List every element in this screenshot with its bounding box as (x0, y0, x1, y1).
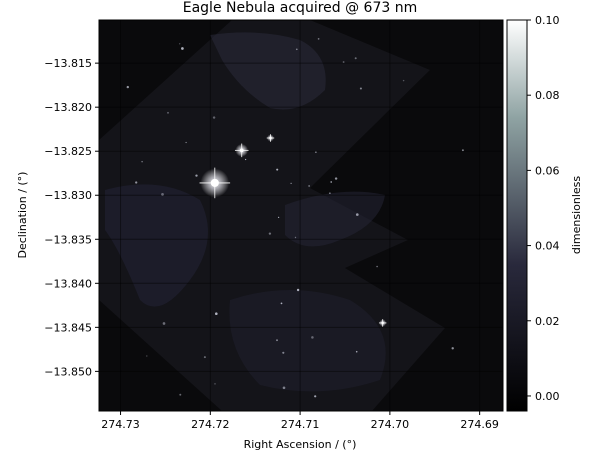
faint-star (315, 151, 317, 153)
bright-star (266, 134, 275, 142)
colorbar-tick-label: 0.04 (535, 240, 560, 253)
y-axis-label: Declination / (°) (16, 172, 29, 259)
faint-star (195, 174, 198, 177)
y-tick-label: −13.835 (44, 233, 92, 246)
colorbar-tick-label: 0.08 (535, 89, 560, 102)
faint-star (179, 43, 181, 45)
faint-star (268, 232, 272, 235)
faint-star (329, 192, 331, 194)
faint-star (342, 61, 345, 63)
image-panel (99, 20, 503, 411)
faint-star (355, 350, 358, 353)
faint-star (280, 302, 283, 305)
grid (99, 20, 503, 411)
nebula-pillar-right (285, 191, 385, 247)
x-tick-label: 274.71 (281, 418, 320, 431)
faint-star (277, 216, 280, 219)
faint-star (376, 265, 378, 268)
faint-star (282, 386, 286, 390)
faint-star (203, 356, 206, 359)
faint-star (359, 87, 362, 90)
x-tick-label: 274.73 (101, 418, 140, 431)
colorbar-tick-label: 0.10 (535, 14, 560, 27)
star-field (126, 38, 464, 398)
faint-star (290, 182, 292, 185)
faint-star (185, 141, 187, 144)
faint-star (212, 116, 216, 119)
colorbar-label: dimensionless (570, 176, 583, 255)
bright-star (199, 167, 231, 199)
faint-star (294, 236, 297, 239)
faint-star (179, 393, 182, 396)
faint-star (451, 347, 454, 350)
faint-star (276, 168, 279, 171)
y-tick-label: −13.820 (44, 101, 92, 114)
faint-star (295, 48, 298, 51)
x-axis: 274.73 274.72 274.71 274.70 274.69 (101, 411, 499, 431)
faint-star (167, 111, 169, 114)
nebula-wisps-lower (229, 290, 386, 392)
faint-star (354, 57, 357, 60)
faint-star (334, 177, 338, 180)
x-tick-label: 274.72 (191, 418, 230, 431)
chart-title: Eagle Nebula acquired @ 673 nm (183, 0, 418, 16)
x-tick-label: 274.69 (460, 418, 499, 431)
faint-star (214, 383, 216, 385)
faint-star (276, 339, 278, 342)
faint-star (461, 149, 464, 152)
faint-star (141, 160, 143, 163)
faint-star (402, 79, 405, 82)
colorbar (506, 19, 528, 412)
y-tick-label: −13.840 (44, 277, 92, 290)
faint-star (311, 336, 314, 339)
colorbar-tick-label: 0.00 (535, 390, 560, 403)
faint-star (162, 322, 166, 325)
plot-frame (98, 19, 504, 412)
faint-star (282, 351, 285, 354)
bright-star (234, 143, 249, 158)
faint-star (244, 158, 247, 161)
y-axis: −13.815 −13.820 −13.825 −13.830 −13.835 −13.8… (44, 57, 99, 378)
x-axis-label: Right Ascension / (°) (244, 438, 357, 450)
faint-star (330, 181, 333, 183)
faint-star (296, 288, 300, 292)
y-tick-label: −13.825 (44, 145, 92, 158)
colorbar-axis: 0.10 0.08 0.06 0.04 0.02 0.00 (527, 14, 560, 403)
faint-star (181, 47, 184, 50)
nebula-pillar-left (105, 184, 208, 307)
faint-star (126, 85, 129, 89)
faint-star (161, 193, 164, 196)
bright-star (378, 319, 387, 327)
faint-star (355, 213, 359, 216)
y-tick-label: −13.850 (44, 365, 92, 378)
faint-star (308, 185, 310, 187)
faint-star (314, 395, 317, 398)
y-tick-label: −13.815 (44, 57, 92, 70)
faint-star (317, 38, 320, 40)
colorbar-tick-label: 0.02 (535, 315, 560, 328)
y-tick-label: −13.830 (44, 189, 92, 202)
y-tick-label: −13.845 (44, 321, 92, 334)
faint-star (215, 312, 218, 315)
nebula-pillar-upper (210, 32, 326, 110)
faint-star (135, 181, 138, 184)
x-tick-label: 274.70 (371, 418, 410, 431)
colorbar-tick-label: 0.06 (535, 164, 560, 177)
faint-star (146, 355, 148, 357)
